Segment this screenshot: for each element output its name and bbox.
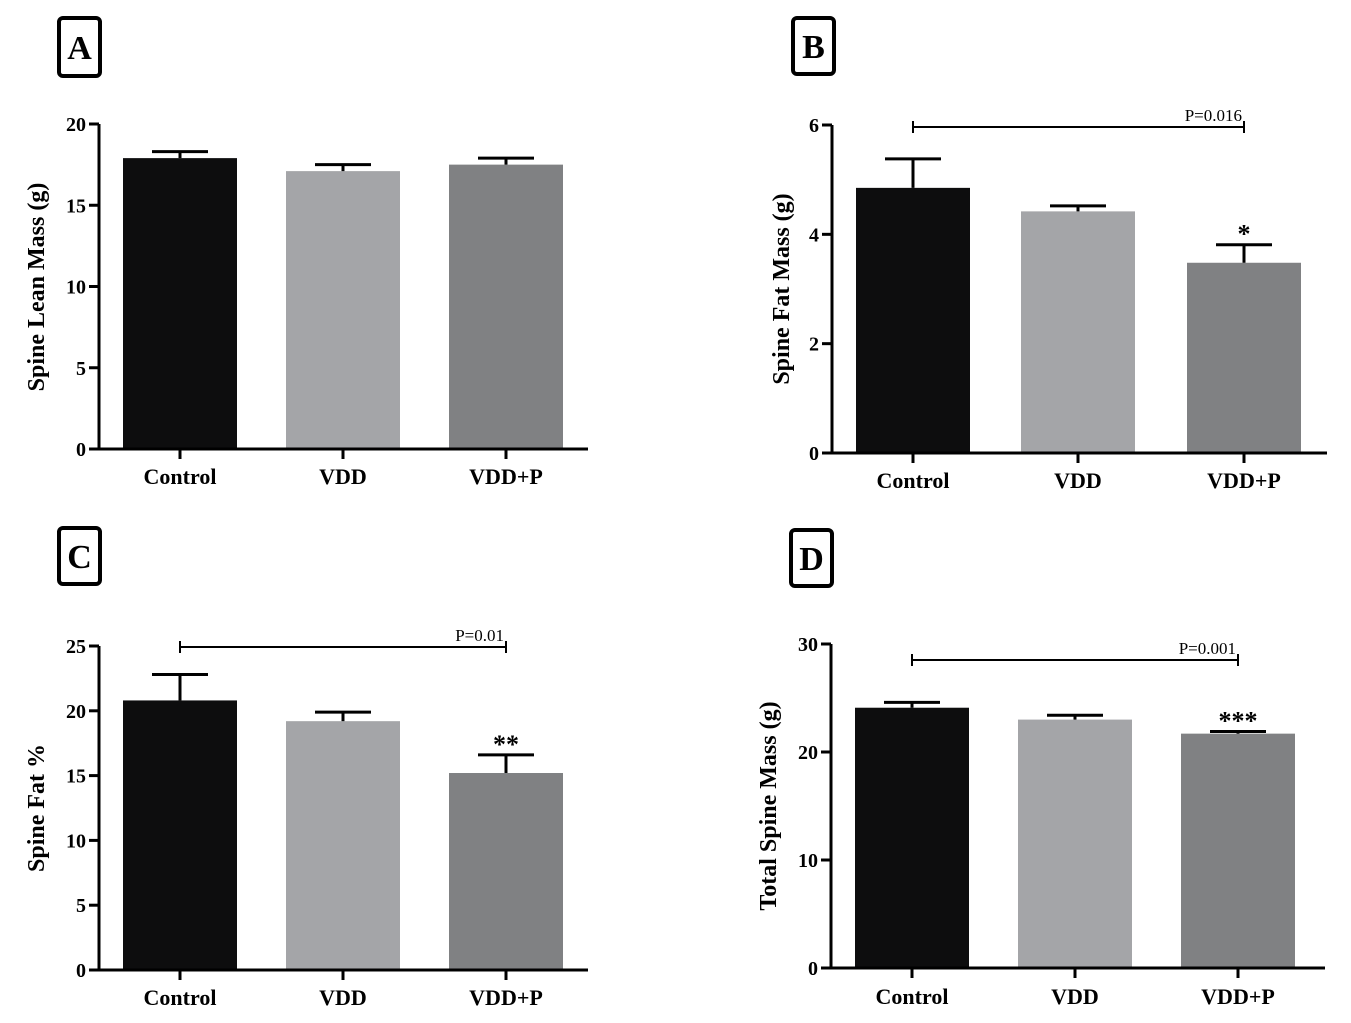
significance-stars: * [1238,220,1251,249]
y-tick-label: 30 [798,634,818,656]
y-tick-label: 0 [76,960,86,982]
bar-vdd [1018,719,1132,968]
y-tick-label: 10 [66,830,86,852]
panel-c: C ** 0 5 10 15 20 25 Control VDD VDD+P Spine Fat % P… [24,526,588,1010]
bar-vdd-plusp [1181,733,1295,968]
bar-vdd [286,171,400,449]
panel-label-box [57,16,102,78]
y-axis-label: Spine Fat Mass (g) [769,193,795,384]
x-tick-label: VDD+P [1201,984,1275,1009]
y-tick-label: 20 [798,742,818,764]
y-tick-label: 0 [809,443,819,465]
panel-label-box [791,16,836,76]
bar-control [123,158,237,449]
y-tick-label: 0 [76,439,86,461]
panel-label: D [799,541,824,578]
x-tick-label: Control [144,985,217,1010]
y-tick-label: 20 [66,701,86,723]
y-tick-label: 4 [809,224,819,246]
bar-control [855,707,969,968]
y-tick-label: 10 [798,850,818,872]
panel-b: B * 0 2 4 6 Control VDD VDD+P Spine Fat Mass (g) P… [769,16,1327,493]
p-value-label: P=0.01 [455,626,504,645]
x-tick-label: VDD [1051,984,1099,1009]
panel-label: C [67,539,92,576]
x-tick-label: VDD+P [1207,468,1281,493]
y-tick-label: 25 [66,636,86,658]
y-axis-label: Spine Lean Mass (g) [24,183,50,392]
y-tick-label: 5 [76,895,86,917]
y-tick-label: 15 [66,766,86,788]
y-tick-label: 6 [809,115,819,137]
panel-label: A [67,30,92,67]
significance-stars: ** [493,730,519,759]
y-tick-label: 15 [66,195,86,217]
x-tick-label: VDD+P [469,985,543,1010]
y-tick-label: 5 [76,358,86,380]
y-tick-label: 0 [808,958,818,980]
bar-vdd-plusp [1187,262,1301,453]
bar-vdd-plusp [449,773,563,970]
bar-control [123,700,237,970]
x-tick-label: Control [877,468,950,493]
bar-vdd [1021,211,1135,453]
y-tick-label: 20 [66,114,86,136]
p-value-label: P=0.016 [1185,106,1242,125]
y-tick-label: 10 [66,277,86,299]
x-tick-label: Control [876,984,949,1009]
x-tick-label: VDD [319,985,367,1010]
x-tick-label: VDD [319,464,367,489]
x-tick-label: VDD [1054,468,1102,493]
y-axis-label: Spine Fat % [24,744,50,872]
x-tick-label: Control [144,464,217,489]
p-value-label: P=0.001 [1179,639,1236,658]
panel-label: B [802,29,825,66]
bar-vdd-plusp [449,164,563,449]
bar-control [856,187,970,453]
bar-vdd [286,721,400,970]
panel-d: D *** 0 10 20 30 Control VDD VDD+P Total Spine Ma… [756,528,1325,1009]
panel-label-box [789,528,834,588]
y-axis-label: Total Spine Mass (g) [756,701,782,910]
y-tick-label: 2 [809,334,819,356]
panel-a: A 0 5 10 15 20 Control VDD VDD+P Spine Lean Mass … [24,16,588,489]
x-tick-label: VDD+P [469,464,543,489]
significance-stars: *** [1219,706,1258,735]
panel-label-box [57,526,102,586]
